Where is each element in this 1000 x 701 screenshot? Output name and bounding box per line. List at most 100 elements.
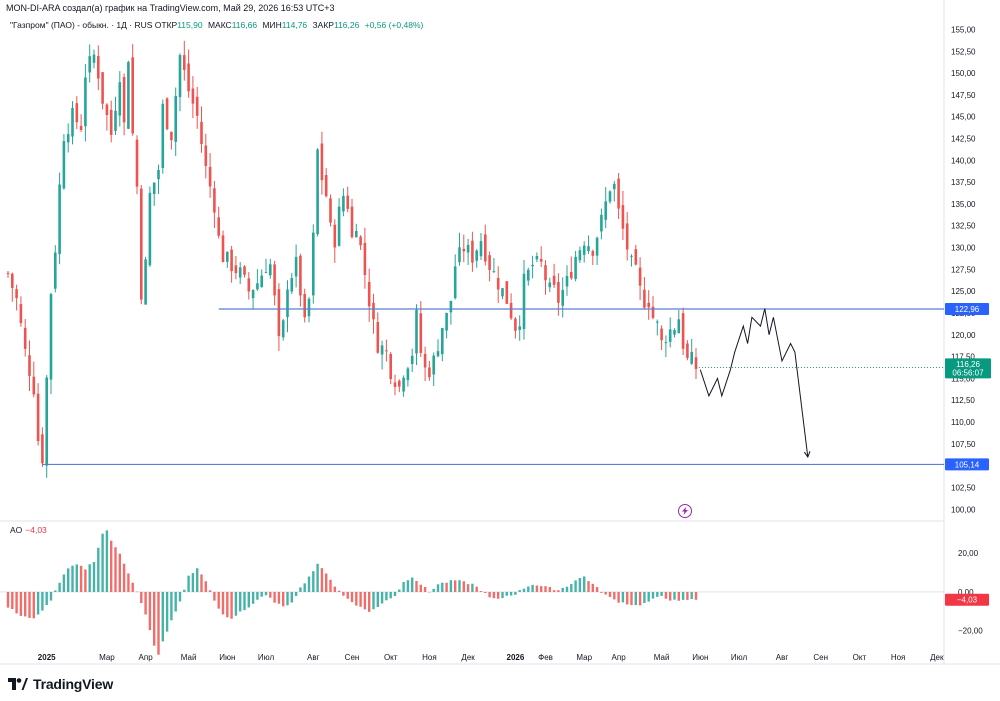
ao-bar (608, 591, 612, 597)
candle-body (582, 245, 586, 255)
ao-bar (191, 573, 195, 592)
price-tick-label: 155,00 (951, 25, 976, 34)
ao-bar (299, 587, 302, 592)
candle-body (32, 376, 36, 395)
candle (509, 293, 513, 321)
candle-body (105, 104, 109, 116)
candle-body (118, 82, 122, 116)
ao-bar (681, 591, 685, 600)
candle (41, 427, 44, 467)
candle-body (273, 264, 276, 296)
candle (668, 317, 672, 348)
candle (114, 96, 117, 136)
candle (505, 281, 509, 305)
ao-bar (290, 591, 293, 603)
candle-body (634, 249, 638, 265)
candle-body (578, 250, 582, 261)
candle (109, 100, 113, 143)
time-tick-label: Ноя (891, 653, 906, 662)
candle-body (346, 195, 349, 209)
time-tick-label: Апр (612, 653, 627, 662)
candle-body (518, 326, 521, 330)
ao-bar (312, 571, 315, 592)
candle-body (393, 382, 397, 387)
candle (49, 292, 53, 395)
candle (393, 374, 397, 396)
candle (449, 300, 453, 325)
price-tick-label: 102,50 (951, 483, 976, 492)
candle-body (221, 235, 225, 263)
candle-body (290, 278, 294, 292)
candle (380, 340, 384, 370)
candle-body (23, 327, 27, 349)
time-tick-label: Окт (384, 653, 398, 662)
candle (230, 245, 233, 283)
candle-body (415, 309, 418, 354)
candle-body (570, 272, 573, 279)
symbol-legend: "Газпром" (ПАО) - обыкн. · 1Д · RUS ОТКР… (10, 20, 426, 30)
candle-body (226, 251, 229, 262)
ao-bar (79, 565, 83, 592)
candle (660, 325, 663, 351)
ao-tick-label: 0,00 (958, 588, 974, 597)
ao-bar (329, 579, 332, 592)
candle-body (260, 275, 263, 288)
candle-body (367, 281, 371, 307)
level-badge-label: 105,14 (955, 460, 980, 469)
ao-bar (234, 591, 238, 616)
candle-body (114, 110, 117, 131)
candle (183, 40, 186, 81)
time-tick-label: Дек (461, 653, 475, 662)
candle (221, 230, 225, 263)
ao-bar (419, 584, 422, 592)
candle (269, 258, 272, 279)
candle-body (243, 266, 246, 275)
price-tick-label: 127,50 (951, 265, 976, 274)
ao-bar (535, 585, 539, 592)
candle (105, 103, 109, 131)
ao-bar (359, 591, 362, 607)
candle-body (410, 355, 414, 364)
ao-bar (475, 586, 478, 592)
ao-bar (411, 577, 414, 592)
ao-bar (294, 591, 298, 596)
candle (630, 254, 633, 267)
candle (45, 375, 48, 478)
candle (608, 190, 612, 204)
flash-icon[interactable] (678, 504, 692, 518)
candle (281, 318, 285, 341)
price-tick-label: 125,00 (951, 287, 976, 296)
price-tick-label: 137,50 (951, 178, 976, 187)
ao-bar (140, 591, 143, 604)
candle (350, 198, 354, 239)
ao-bar (208, 590, 212, 592)
ao-bar (626, 591, 629, 605)
candle-body (234, 265, 238, 274)
candle (191, 76, 195, 119)
ao-bar (634, 591, 637, 606)
time-tick-label: Авг (776, 653, 789, 662)
candle-body (183, 55, 186, 70)
candle (355, 223, 358, 238)
candle-body (140, 188, 143, 300)
ao-bar (449, 580, 453, 592)
candle (621, 190, 625, 240)
open-label: ОТКР (154, 20, 178, 30)
tradingview-logo[interactable]: TradingView (8, 676, 113, 692)
ao-bar (200, 574, 203, 592)
candle-body (337, 206, 341, 246)
candle-body (647, 302, 650, 308)
candle (552, 263, 556, 289)
candle-body (303, 293, 306, 318)
time-tick-label: Сен (813, 653, 828, 662)
time-tick-label: Июн (219, 653, 235, 662)
ao-bar (669, 591, 672, 601)
candle-body (320, 143, 324, 181)
candle-body (475, 250, 478, 261)
candle-body (101, 72, 104, 104)
candle-body (251, 290, 255, 299)
candle (634, 244, 638, 266)
candle-body (208, 166, 212, 187)
logo-text: TradingView (33, 676, 114, 692)
